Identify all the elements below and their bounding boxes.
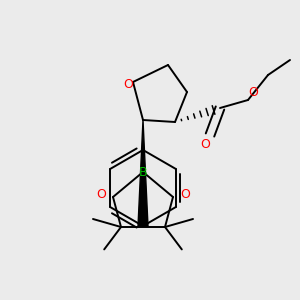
- Text: O: O: [180, 188, 190, 200]
- Text: O: O: [200, 137, 210, 151]
- Text: B: B: [139, 166, 147, 178]
- Polygon shape: [138, 120, 148, 226]
- Text: O: O: [248, 85, 258, 98]
- Text: O: O: [123, 77, 133, 91]
- Text: O: O: [96, 188, 106, 200]
